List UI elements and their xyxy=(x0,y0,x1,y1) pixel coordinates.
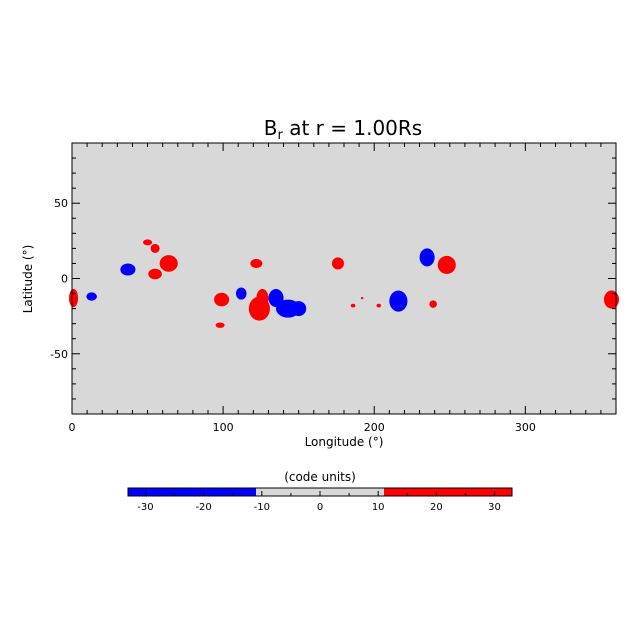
y-tick-label: -50 xyxy=(50,348,68,361)
positive-polarity-region xyxy=(331,257,345,270)
chart-title: Br at r = 1.00Rs xyxy=(264,116,422,143)
colorbar-title: (code units) xyxy=(284,470,356,484)
positive-polarity-region xyxy=(429,300,437,308)
chart-title-rest: at r = 1.00Rs xyxy=(283,116,422,140)
negative-polarity-region xyxy=(235,287,247,300)
negative-polarity-region xyxy=(86,292,97,301)
colorbar-segment xyxy=(128,488,256,496)
positive-polarity-region xyxy=(250,258,263,268)
colorbar-segment xyxy=(384,488,512,496)
positive-polarity-region xyxy=(437,255,456,274)
chart-title-subscript: r xyxy=(278,128,284,143)
positive-polarity-region xyxy=(150,243,160,253)
positive-polarity-region xyxy=(350,303,356,308)
colorbar-tick-label: 30 xyxy=(488,502,501,513)
colorbar-tick-label: -20 xyxy=(195,502,211,513)
x-tick-label: 100 xyxy=(213,421,234,434)
chart-title-main: B xyxy=(264,116,278,140)
negative-polarity-region xyxy=(120,263,136,276)
x-tick-label: 0 xyxy=(69,421,76,434)
y-tick-label: 0 xyxy=(61,273,68,286)
colorbar-tick-label: 10 xyxy=(372,502,385,513)
y-tick-label: 50 xyxy=(54,197,68,210)
colorbar: -30 -20 -10 0 10 20 30 xyxy=(127,487,513,513)
positive-polarity-region xyxy=(143,239,153,246)
positive-polarity-region xyxy=(603,290,620,309)
x-axis-label: Longitude (°) xyxy=(305,435,384,449)
positive-polarity-region xyxy=(360,296,364,300)
positive-polarity-region xyxy=(376,303,382,308)
colorbar-tick-label: -10 xyxy=(254,502,270,513)
positive-polarity-region xyxy=(159,255,178,272)
negative-polarity-region xyxy=(291,301,307,317)
x-tick-label: 200 xyxy=(364,421,385,434)
positive-polarity-region xyxy=(68,289,79,308)
negative-polarity-region xyxy=(389,290,408,312)
plot-background xyxy=(72,143,616,414)
field-regions xyxy=(68,239,620,328)
negative-polarity-region xyxy=(419,248,435,267)
positive-polarity-region xyxy=(148,268,162,280)
y-axis-ticks: 50 0 -50 xyxy=(50,157,616,400)
colorbar-tick-label: 0 xyxy=(317,502,323,513)
colorbar-tick-label: 20 xyxy=(430,502,443,513)
x-axis-ticks: 0 100 200 300 xyxy=(69,143,617,434)
y-axis-label: Latitude (°) xyxy=(21,245,35,314)
positive-polarity-region xyxy=(256,289,269,308)
positive-polarity-region xyxy=(215,322,225,328)
x-tick-label: 300 xyxy=(515,421,536,434)
positive-polarity-region xyxy=(214,292,230,307)
colorbar-tick-label: -30 xyxy=(137,502,153,513)
